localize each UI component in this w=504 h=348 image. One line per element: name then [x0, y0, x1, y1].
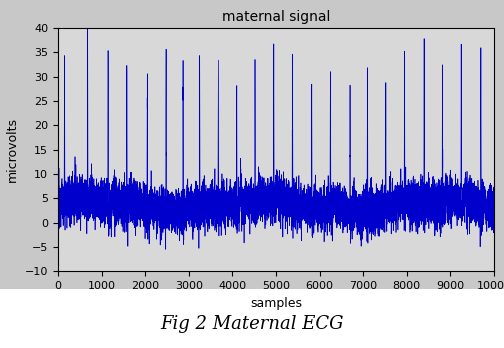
Text: Fig 2 Maternal ECG: Fig 2 Maternal ECG [160, 315, 344, 333]
Y-axis label: microvolts: microvolts [7, 117, 19, 182]
Title: maternal signal: maternal signal [222, 10, 330, 24]
X-axis label: samples: samples [250, 297, 302, 310]
